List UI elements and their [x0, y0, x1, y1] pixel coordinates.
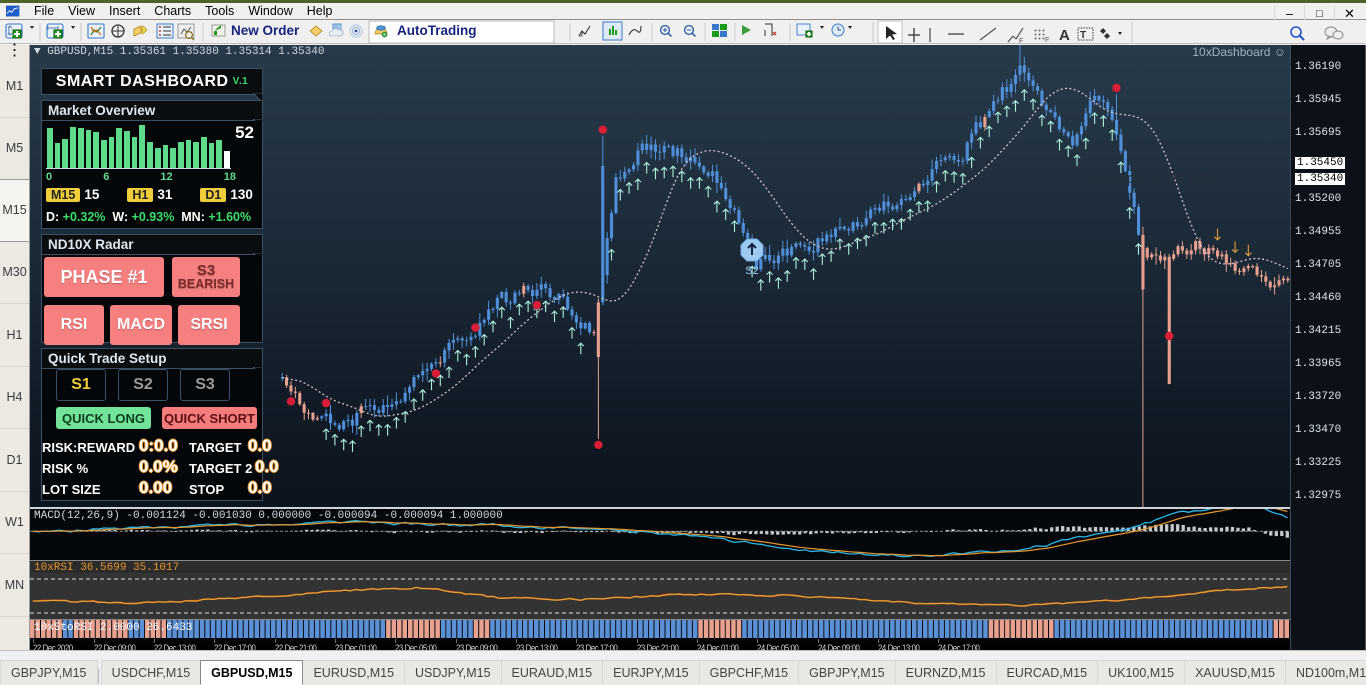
svg-text:F: F [1045, 37, 1049, 44]
svg-text:T: T [1080, 30, 1086, 41]
svg-text:F: F [1019, 38, 1023, 44]
svg-text:A: A [1059, 27, 1070, 44]
